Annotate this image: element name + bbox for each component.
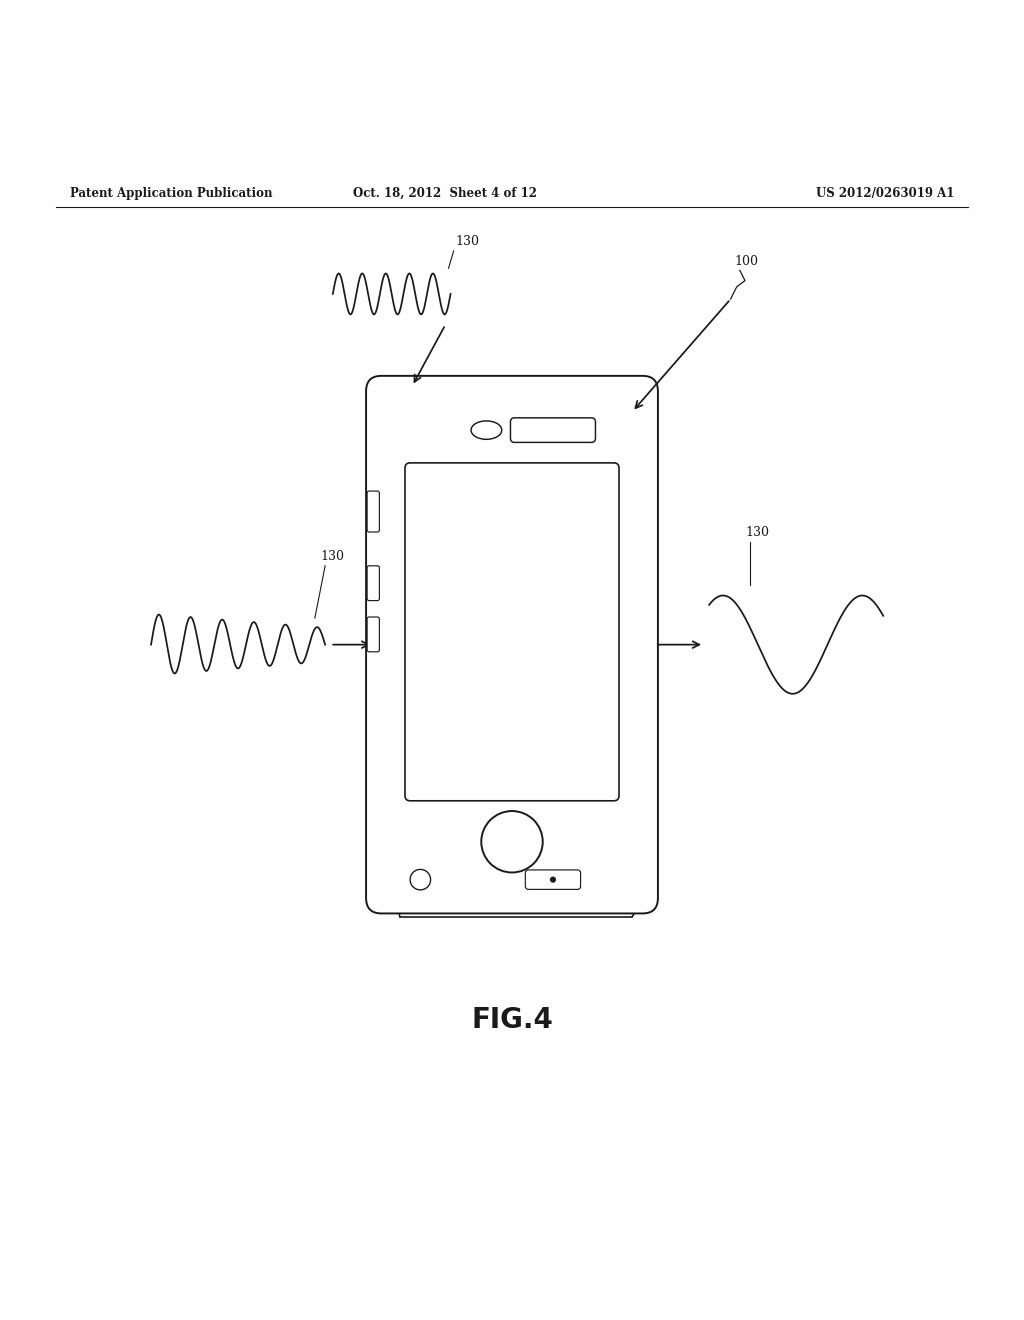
Text: 100: 100	[734, 255, 759, 268]
FancyBboxPatch shape	[367, 491, 379, 532]
Text: FIG.4: FIG.4	[471, 1006, 553, 1035]
Circle shape	[550, 876, 556, 883]
Text: 130: 130	[319, 549, 344, 562]
FancyBboxPatch shape	[406, 463, 618, 801]
Circle shape	[410, 870, 430, 890]
FancyBboxPatch shape	[367, 566, 379, 601]
FancyBboxPatch shape	[367, 616, 379, 652]
Text: 130: 130	[744, 527, 769, 539]
FancyBboxPatch shape	[367, 376, 658, 913]
Text: Oct. 18, 2012  Sheet 4 of 12: Oct. 18, 2012 Sheet 4 of 12	[353, 186, 538, 199]
Text: 130: 130	[456, 235, 479, 248]
FancyBboxPatch shape	[511, 418, 596, 442]
Text: Patent Application Publication: Patent Application Publication	[70, 186, 272, 199]
Circle shape	[481, 810, 543, 873]
FancyBboxPatch shape	[525, 870, 581, 890]
Text: US 2012/0263019 A1: US 2012/0263019 A1	[816, 186, 954, 199]
Ellipse shape	[471, 421, 502, 440]
